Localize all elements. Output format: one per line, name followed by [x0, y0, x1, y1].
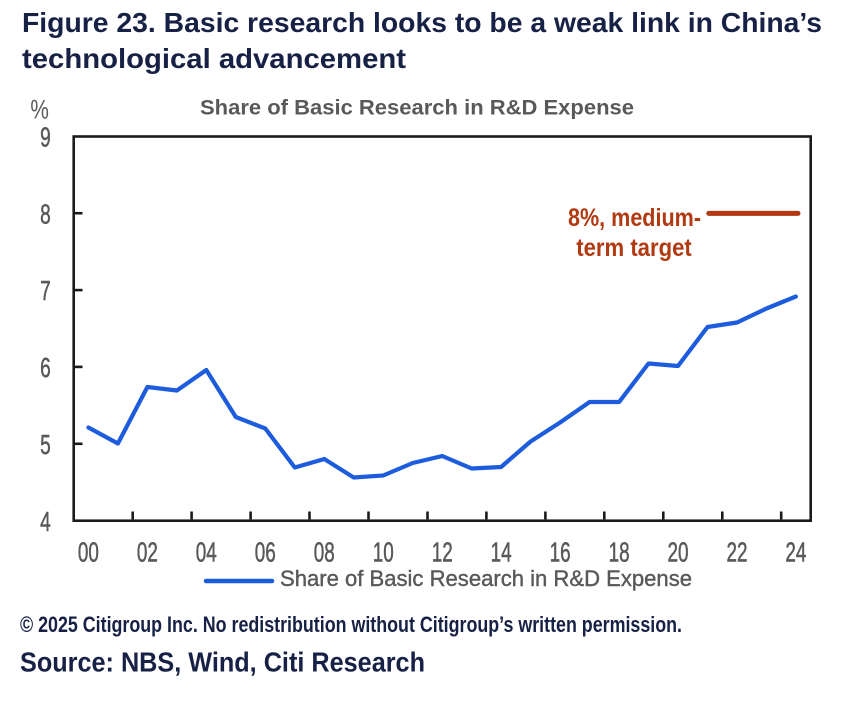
svg-text:04: 04: [196, 536, 217, 567]
svg-text:4: 4: [40, 506, 51, 537]
svg-text:06: 06: [255, 536, 276, 567]
svg-text:© 2025 Citigroup Inc. No redis: © 2025 Citigroup Inc. No redistribution …: [20, 612, 682, 637]
svg-text:18: 18: [609, 536, 630, 567]
svg-text:00: 00: [78, 536, 99, 567]
svg-text:Source: NBS, Wind, Citi Resear: Source: NBS, Wind, Citi Research: [20, 646, 425, 677]
svg-text:%: %: [30, 94, 49, 124]
svg-text:5: 5: [40, 429, 51, 460]
svg-text:7: 7: [40, 275, 51, 306]
svg-text:6: 6: [40, 352, 51, 383]
svg-text:14: 14: [491, 536, 512, 567]
svg-text:term target: term target: [576, 234, 692, 262]
svg-text:24: 24: [785, 536, 806, 567]
svg-text:9: 9: [40, 122, 51, 153]
svg-text:technological advancement: technological advancement: [22, 43, 406, 74]
svg-text:Figure 23. Basic research look: Figure 23. Basic research looks to be a …: [22, 7, 822, 38]
svg-text:02: 02: [137, 536, 158, 567]
svg-text:8: 8: [40, 198, 51, 229]
svg-text:16: 16: [550, 536, 571, 567]
svg-text:08: 08: [314, 536, 335, 567]
svg-text:10: 10: [373, 536, 394, 567]
svg-text:12: 12: [432, 536, 453, 567]
svg-text:Share of Basic Research in R&D: Share of Basic Research in R&D Expense: [280, 566, 692, 591]
svg-text:22: 22: [727, 536, 748, 567]
svg-text:Share of Basic Research in R&D: Share of Basic Research in R&D Expense: [200, 96, 634, 119]
svg-text:8%, medium-: 8%, medium-: [568, 204, 701, 232]
svg-text:20: 20: [668, 536, 689, 567]
